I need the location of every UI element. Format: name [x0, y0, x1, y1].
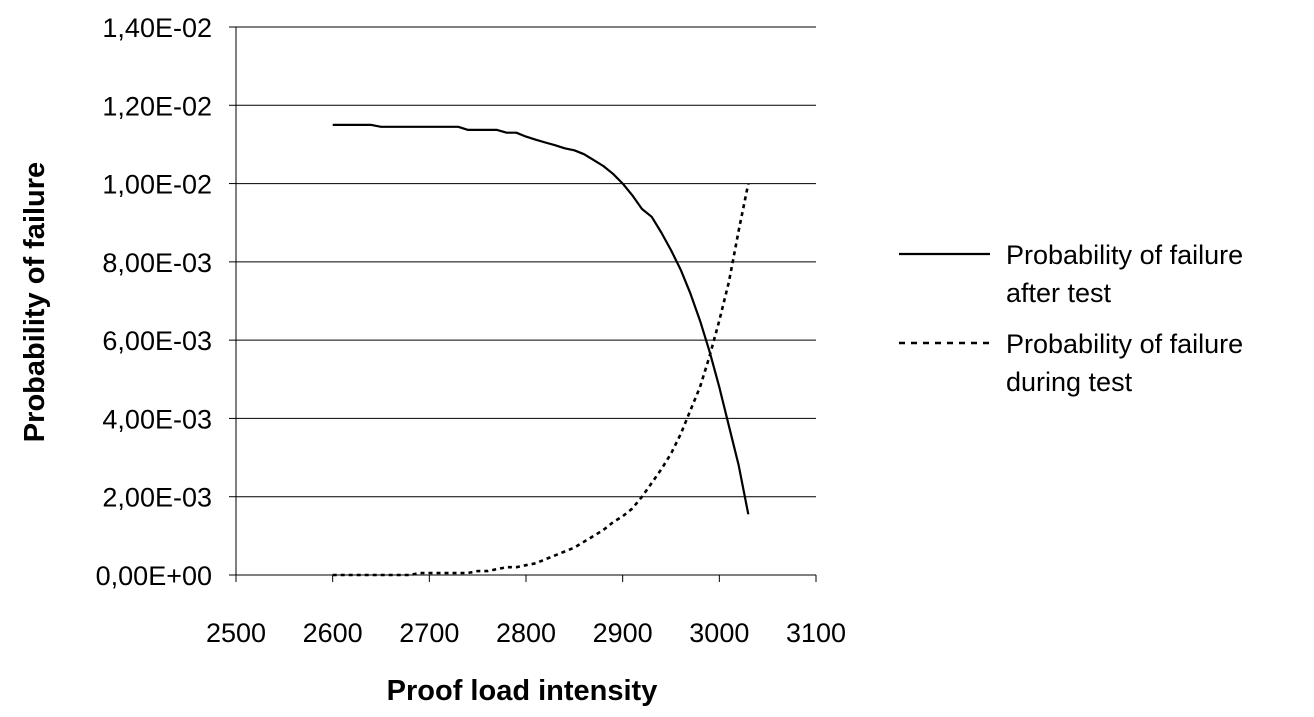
- axes: 0,00E+00 2,00E-03 4,00E-03 6,00E-03 8,00E-03…: [96, 13, 846, 648]
- y-tick-label: 2,00E-03: [102, 483, 212, 513]
- x-tick-label: 3100: [786, 618, 846, 648]
- y-axis-title: Probability of failure: [19, 162, 51, 442]
- y-tick-label: 1,20E-02: [102, 91, 212, 121]
- y-tick-label: 6,00E-03: [102, 326, 212, 356]
- y-tick-label: 0,00E+00: [96, 561, 212, 591]
- y-tick-label: 1,40E-02: [102, 13, 212, 43]
- x-tick-label: 2800: [496, 618, 556, 648]
- legend-label: Probability of failure: [1006, 240, 1243, 270]
- x-tick-label: 2900: [593, 618, 653, 648]
- legend-label: Probability of failure: [1006, 329, 1243, 359]
- series-line-during-test: [332, 183, 750, 577]
- y-tick-label: 1,00E-02: [102, 170, 212, 200]
- x-tick-label: 3000: [689, 618, 749, 648]
- series-lines: [332, 123, 750, 577]
- x-axis-title: Proof load intensity: [387, 675, 658, 707]
- x-tick-label: 2600: [303, 618, 363, 648]
- x-tick-label: 2500: [206, 618, 266, 648]
- x-tick-label: 2700: [399, 618, 459, 648]
- legend-label: during test: [1006, 367, 1133, 397]
- legend-label: after test: [1006, 278, 1112, 308]
- series-line-after-test: [332, 123, 750, 515]
- y-tick-label: 8,00E-03: [102, 248, 212, 278]
- gridlines: [236, 26, 816, 498]
- legend: Probability of failure after test Probabil…: [899, 240, 1243, 397]
- y-tick-label: 4,00E-03: [102, 404, 212, 434]
